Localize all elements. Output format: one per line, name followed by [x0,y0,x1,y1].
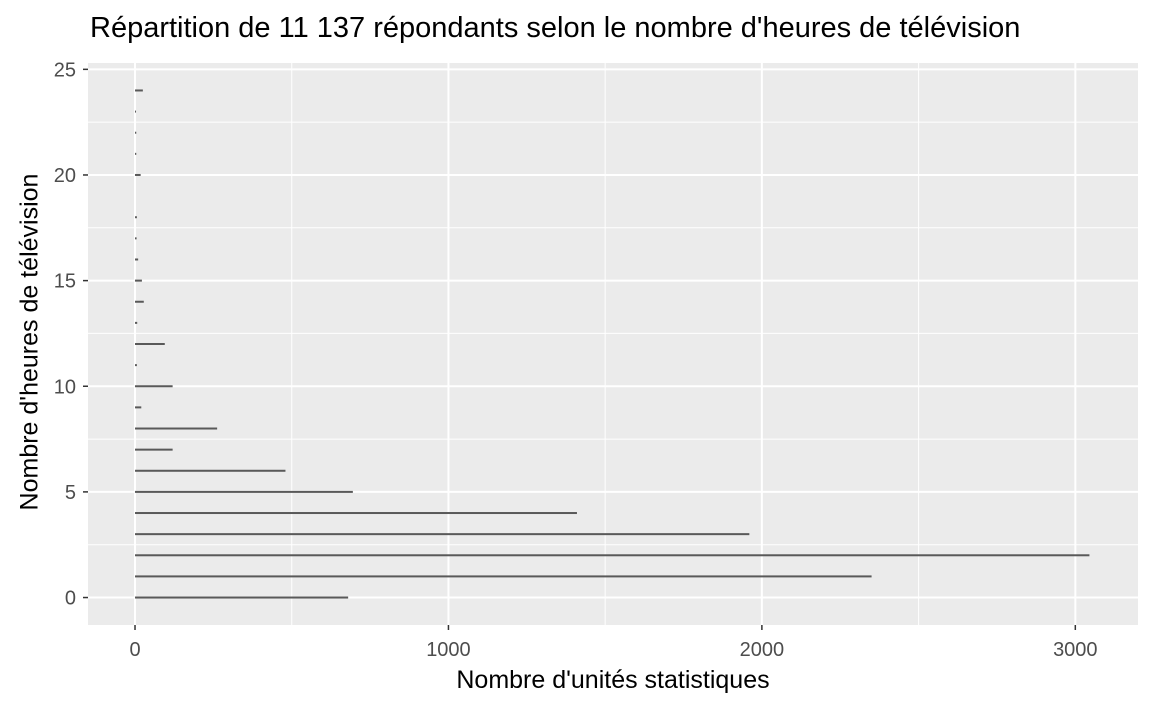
x-axis-ticks: 0 1000 2000 3000 [129,625,1098,661]
bar-24 [135,89,143,92]
y-axis-title: Nombre d'heures de télévision [15,173,44,511]
bar-7 [135,448,173,451]
bar-20 [135,173,141,176]
y-tick-label: 5 [65,482,76,504]
bar-17 [135,237,137,240]
y-tick-label: 20 [54,165,76,187]
bar-6 [135,469,286,472]
bar-15 [135,279,142,282]
bar-10 [135,385,173,388]
x-tick-label: 3000 [1053,639,1098,661]
y-axis-ticks: 0 5 10 15 20 25 [54,59,88,610]
bar-16 [135,258,139,261]
bar-4 [135,512,577,515]
bar-1 [135,575,872,578]
bar-22 [135,131,137,134]
chart-title: Répartition de 11 137 répondants selon l… [90,12,1021,44]
x-tick-label: 2000 [740,639,785,661]
bar-5 [135,490,353,493]
bar-11 [135,364,137,367]
bar-18 [135,216,137,219]
plot-panel [88,63,1138,625]
x-tick-label: 1000 [426,639,471,661]
bar-21 [135,152,137,155]
y-tick-label: 10 [54,376,76,398]
bar-0 [135,596,349,599]
bar-8 [135,427,218,430]
bar-2 [135,554,1090,557]
y-tick-label: 15 [54,271,76,293]
x-axis-title: Nombre d'unités statistiques [456,666,770,694]
x-tick-label: 0 [129,639,140,661]
bar-13 [135,321,138,324]
minor-gridlines [88,63,1138,625]
bars [135,89,1090,599]
bar-3 [135,533,750,536]
bar-23 [135,110,137,113]
bar-9 [135,406,142,409]
major-gridlines [88,63,1138,625]
y-tick-label: 25 [54,59,76,81]
bar-14 [135,300,144,303]
bar-12 [135,343,165,345]
y-tick-label: 0 [65,588,76,610]
